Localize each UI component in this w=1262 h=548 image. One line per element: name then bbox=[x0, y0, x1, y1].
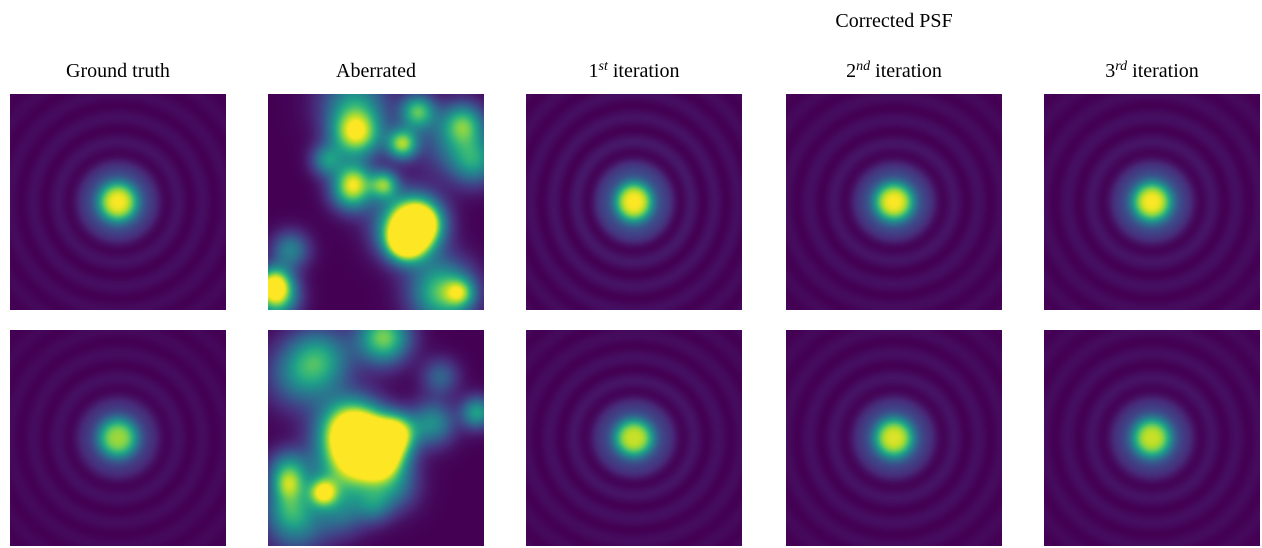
psf-image-aberrated-row2 bbox=[268, 330, 484, 546]
column-title-2nd-iteration: 2nd iteration bbox=[786, 60, 1002, 83]
psf-image-3rd-iteration-row1 bbox=[1044, 94, 1260, 310]
column-title-3rd-iteration: 3rd iteration bbox=[1044, 60, 1260, 83]
column-title-ordinal: nd bbox=[856, 59, 871, 74]
column-title-ordinal: rd bbox=[1115, 59, 1128, 74]
psf-image-1st-iteration-row2 bbox=[526, 330, 742, 546]
psf-image-1st-iteration-row1 bbox=[526, 94, 742, 310]
column-title-text: 1 bbox=[588, 60, 599, 82]
psf-image-ground-truth-row1 bbox=[10, 94, 226, 310]
column-title-aberrated: Aberrated bbox=[268, 60, 484, 83]
column-title-suffix: iteration bbox=[870, 60, 942, 82]
column-title-text: 2 bbox=[846, 60, 857, 82]
column-title-suffix: iteration bbox=[1127, 60, 1199, 82]
corrected-psf-group-title: Corrected PSF bbox=[835, 10, 953, 32]
column-title-ordinal: st bbox=[598, 59, 608, 74]
psf-image-ground-truth-row2 bbox=[10, 330, 226, 546]
column-title-1st-iteration: 1st iteration bbox=[526, 60, 742, 83]
column-title-suffix: iteration bbox=[607, 60, 680, 82]
psf-image-aberrated-row1 bbox=[268, 94, 484, 310]
column-title-text: Ground truth bbox=[66, 60, 170, 82]
psf-image-2nd-iteration-row2 bbox=[786, 330, 1002, 546]
psf-image-3rd-iteration-row2 bbox=[1044, 330, 1260, 546]
column-title-text: Aberrated bbox=[336, 60, 416, 82]
psf-image-2nd-iteration-row1 bbox=[786, 94, 1002, 310]
column-title-ground-truth: Ground truth bbox=[10, 60, 226, 83]
column-title-text: 3 bbox=[1105, 60, 1116, 82]
